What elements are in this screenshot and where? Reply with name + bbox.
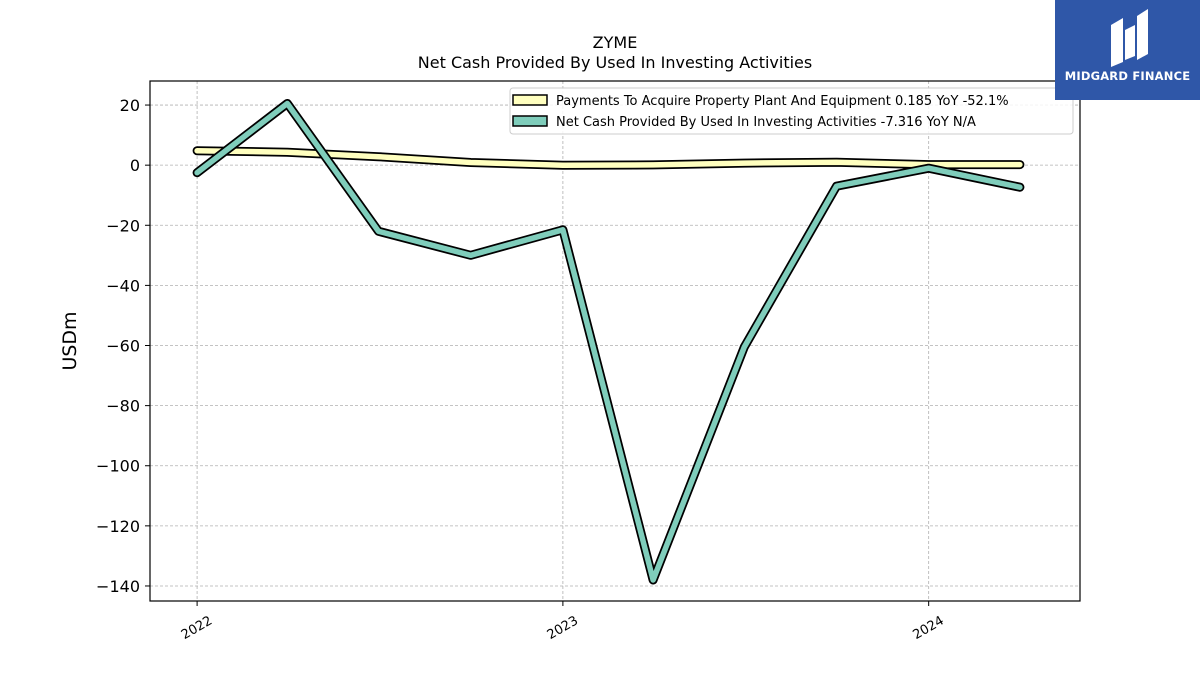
legend: Payments To Acquire Property Plant And E…	[509, 87, 1074, 135]
series-line-1	[194, 100, 1023, 583]
y-tick-label: −100	[96, 457, 140, 476]
logo-text: MIDGARD FINANCE	[1064, 69, 1191, 83]
axes: 20 0 −20 −40 −60 −80 −100 −120 −140 2022 2023 2024	[96, 96, 947, 643]
legend-swatch-1	[512, 115, 548, 127]
y-tick-label: 0	[130, 156, 140, 175]
y-tick-label: −120	[96, 517, 140, 536]
x-tick-label: 2024	[911, 613, 947, 643]
y-tick-label: −60	[106, 337, 140, 356]
logo-mark-icon	[1111, 9, 1148, 67]
legend-label-1: Net Cash Provided By Used In Investing A…	[556, 115, 976, 130]
x-tick-label: 2022	[179, 613, 215, 643]
y-tick-label: −140	[96, 577, 140, 596]
chart-title: ZYME	[593, 33, 638, 52]
grid	[150, 81, 1080, 601]
y-tick-label: −20	[106, 216, 140, 235]
x-tick-label: 2023	[545, 613, 581, 643]
y-tick-label: 20	[120, 96, 140, 115]
series-group	[192, 99, 1025, 585]
plot-frame	[149, 80, 1081, 602]
legend-swatch-0	[512, 94, 548, 106]
legend-label-0: Payments To Acquire Property Plant And E…	[556, 94, 1009, 109]
y-tick-label: −80	[106, 397, 140, 416]
series-line-0	[194, 147, 1023, 168]
y-tick-label: −40	[106, 276, 140, 295]
brand-logo: MIDGARD FINANCE	[1055, 0, 1200, 100]
y-axis-label: USDm	[59, 311, 81, 370]
legend-box	[509, 87, 1074, 135]
chart-subtitle: Net Cash Provided By Used In Investing A…	[418, 53, 812, 72]
